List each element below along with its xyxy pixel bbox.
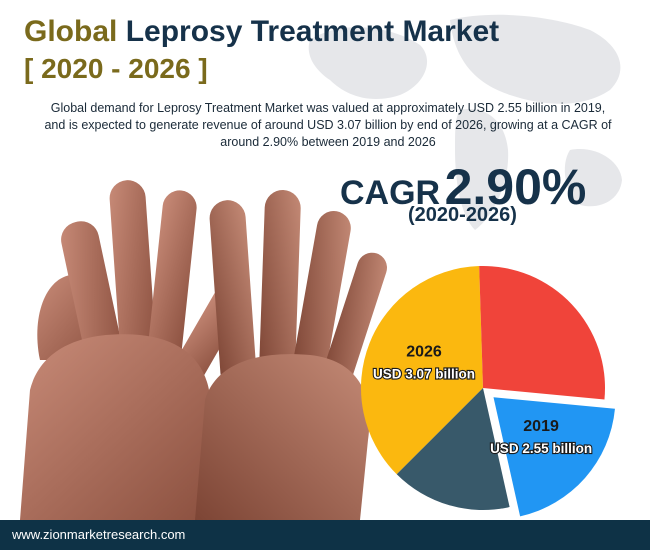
right-hand	[195, 190, 387, 520]
footer-url[interactable]: www.zionmarketresearch.com	[12, 527, 186, 542]
market-description: Global demand for Leprosy Treatment Mark…	[44, 101, 612, 149]
world-map-background	[308, 14, 622, 230]
pie-slice-value-label: USD 3.07 billion	[373, 367, 475, 382]
pie-slice-value-label: USD 2.55 billion	[490, 441, 592, 456]
footer-bar: www.zionmarketresearch.com	[0, 520, 650, 550]
cagr-label: CAGR	[340, 174, 441, 212]
cagr-value: 2.90%	[444, 159, 587, 215]
pie-slice-1	[361, 266, 483, 475]
hands-illustration	[20, 180, 387, 520]
pie-slice-4	[396, 388, 510, 510]
pie-slice-2	[479, 266, 605, 400]
page-title: Global Leprosy Treatment Market	[24, 14, 499, 50]
pie-slice-year-label: 2026	[406, 344, 442, 361]
forecast-years: [ 2020 - 2026 ]	[24, 53, 208, 84]
pie-chart: 2026 USD 3.07 billion 2019 USD 2.55 billion	[361, 266, 615, 517]
title-global: Global	[24, 15, 118, 48]
pie-slice-year-label: 2019	[523, 418, 559, 435]
cagr-headline: CAGR 2.90%	[340, 158, 586, 216]
title-market-name: Leprosy Treatment Market	[125, 15, 500, 48]
pie-slice-3	[493, 397, 615, 517]
cagr-period: (2020-2026)	[408, 204, 517, 226]
